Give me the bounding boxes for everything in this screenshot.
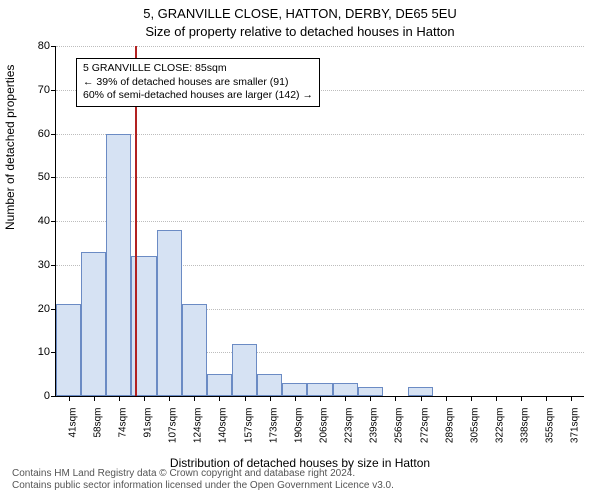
ytick-mark [51, 396, 56, 397]
ytick-mark [51, 177, 56, 178]
xtick-mark [295, 396, 296, 401]
xtick-label: 289sqm [444, 408, 455, 444]
xtick-mark [94, 396, 95, 401]
xtick-label: 91sqm [143, 408, 154, 438]
chart-title-main: 5, GRANVILLE CLOSE, HATTON, DERBY, DE65 … [0, 6, 600, 21]
histogram-bar [56, 304, 81, 396]
histogram-bar [106, 134, 131, 397]
chart-container: 5, GRANVILLE CLOSE, HATTON, DERBY, DE65 … [0, 0, 600, 500]
histogram-bar [157, 230, 182, 396]
ytick-mark [51, 265, 56, 266]
xtick-label: 272sqm [419, 408, 430, 444]
xtick-mark [471, 396, 472, 401]
xtick-label: 74sqm [117, 408, 128, 438]
xtick-mark [421, 396, 422, 401]
ytick-label: 60 [38, 128, 50, 140]
xtick-label: 140sqm [218, 408, 229, 444]
xtick-label: 157sqm [243, 408, 254, 444]
xtick-label: 206sqm [319, 408, 330, 444]
xtick-label: 256sqm [394, 408, 405, 444]
histogram-bar [182, 304, 207, 396]
ytick-label: 0 [44, 390, 50, 402]
xtick-label: 239sqm [369, 408, 380, 444]
ytick-mark [51, 46, 56, 47]
xtick-mark [119, 396, 120, 401]
ytick-mark [51, 90, 56, 91]
histogram-bar [232, 344, 257, 397]
xtick-mark [521, 396, 522, 401]
xtick-label: 107sqm [168, 408, 179, 444]
ytick-mark [51, 134, 56, 135]
xtick-label: 124sqm [193, 408, 204, 444]
xtick-mark [345, 396, 346, 401]
xtick-mark [320, 396, 321, 401]
histogram-bar [307, 383, 332, 396]
ytick-label: 50 [38, 171, 50, 183]
xtick-mark [144, 396, 145, 401]
xtick-mark [69, 396, 70, 401]
histogram-bar [333, 383, 358, 396]
histogram-bar [408, 387, 433, 396]
xtick-mark [219, 396, 220, 401]
xtick-mark [571, 396, 572, 401]
annotation-line-3: 60% of semi-detached houses are larger (… [83, 89, 313, 103]
histogram-bar [358, 387, 383, 396]
xtick-mark [169, 396, 170, 401]
ytick-label: 10 [38, 346, 50, 358]
ytick-label: 40 [38, 215, 50, 227]
xtick-mark [270, 396, 271, 401]
ytick-label: 20 [38, 303, 50, 315]
xtick-label: 338sqm [520, 408, 531, 444]
annotation-line-2: ← 39% of detached houses are smaller (91… [83, 76, 313, 90]
ytick-mark [51, 221, 56, 222]
footer-line-2: Contains public sector information licen… [12, 480, 394, 492]
footer-line-1: Contains HM Land Registry data © Crown c… [12, 468, 394, 480]
chart-title-sub: Size of property relative to detached ho… [0, 24, 600, 39]
annotation-box: 5 GRANVILLE CLOSE: 85sqm ← 39% of detach… [76, 58, 320, 107]
ytick-label: 80 [38, 40, 50, 52]
histogram-bar [282, 383, 307, 396]
footer-attribution: Contains HM Land Registry data © Crown c… [12, 468, 394, 492]
plot-area: 0102030405060708041sqm58sqm74sqm91sqm107… [55, 46, 584, 397]
xtick-mark [446, 396, 447, 401]
xtick-label: 322sqm [495, 408, 506, 444]
xtick-label: 223sqm [344, 408, 355, 444]
xtick-label: 305sqm [469, 408, 480, 444]
annotation-line-1: 5 GRANVILLE CLOSE: 85sqm [83, 62, 313, 76]
xtick-mark [194, 396, 195, 401]
xtick-label: 58sqm [92, 408, 103, 438]
xtick-mark [370, 396, 371, 401]
xtick-mark [245, 396, 246, 401]
y-axis-label: Number of detached properties [3, 65, 17, 230]
xtick-label: 173sqm [268, 408, 279, 444]
ytick-label: 30 [38, 259, 50, 271]
xtick-label: 190sqm [293, 408, 304, 444]
xtick-mark [395, 396, 396, 401]
xtick-mark [496, 396, 497, 401]
xtick-label: 371sqm [570, 408, 581, 444]
histogram-bar [257, 374, 282, 396]
xtick-label: 41sqm [67, 408, 78, 438]
xtick-label: 355sqm [545, 408, 556, 444]
histogram-bar [207, 374, 232, 396]
ytick-label: 70 [38, 84, 50, 96]
xtick-mark [546, 396, 547, 401]
histogram-bar [81, 252, 106, 396]
